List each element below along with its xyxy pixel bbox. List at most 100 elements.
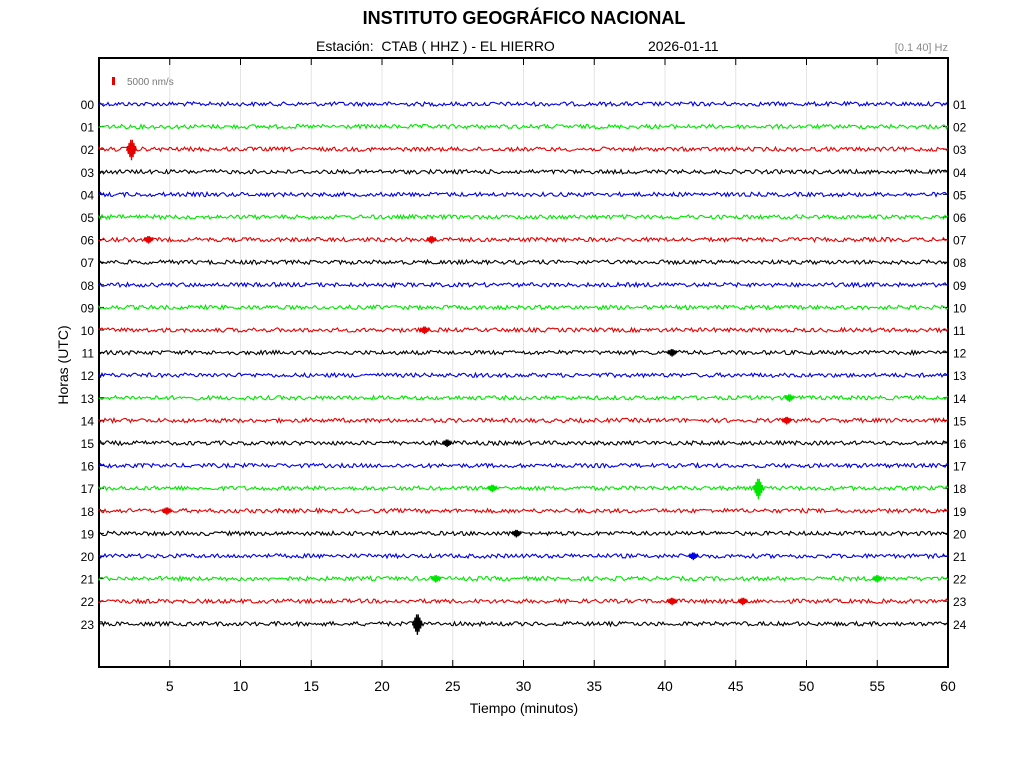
x-tick-label: 30 <box>516 678 532 694</box>
seismic-event-mark <box>419 326 430 335</box>
right-tick-label: 22 <box>953 573 967 587</box>
left-tick-label: 11 <box>82 347 95 361</box>
x-tick-label: 40 <box>657 678 673 694</box>
trace-hour-13 <box>98 394 949 402</box>
trace-hour-08 <box>98 281 949 289</box>
trace-hour-01 <box>98 123 949 130</box>
left-tick-label: 20 <box>81 550 95 564</box>
right-tick-label: 07 <box>953 234 967 248</box>
trace-hour-12 <box>98 371 949 379</box>
left-tick-label: 17 <box>81 482 95 496</box>
left-tick-label: 23 <box>81 618 95 632</box>
right-tick-label: 10 <box>953 301 967 315</box>
left-tick-label: 09 <box>81 301 95 315</box>
left-tick-label: 05 <box>81 211 95 225</box>
trace-hour-05 <box>98 213 949 221</box>
trace-hour-19 <box>98 529 949 537</box>
trace-hour-20 <box>98 552 949 560</box>
left-tick-label: 04 <box>81 188 95 202</box>
x-tick-label: 60 <box>940 678 956 694</box>
seismic-event-mark <box>784 394 795 402</box>
left-tick-label: 10 <box>81 324 95 338</box>
seismic-event-mark <box>511 529 522 538</box>
trace-hour-06 <box>98 236 949 244</box>
right-tick-label: 24 <box>953 618 967 632</box>
right-tick-label: 19 <box>953 505 967 519</box>
scale-label: 5000 nm/s <box>127 77 174 88</box>
left-tick-label: 08 <box>81 279 95 293</box>
trace-hour-16 <box>98 461 949 469</box>
right-tick-label: 04 <box>953 166 967 180</box>
trace-hour-07 <box>98 258 949 266</box>
x-tick-label: 10 <box>233 678 249 694</box>
seismic-event-mark <box>666 349 678 357</box>
seismic-event-mark <box>737 597 749 606</box>
seismic-event-mark <box>687 552 699 561</box>
right-tick-label: 11 <box>953 324 966 338</box>
right-tick-label: 03 <box>953 143 967 157</box>
right-tick-label: 18 <box>953 482 967 496</box>
x-tick-label: 55 <box>869 678 885 694</box>
station-label: Estación: CTAB ( HHZ ) - EL HIERRO <box>316 38 555 54</box>
seismic-event-mark <box>666 597 678 606</box>
right-tick-label: 15 <box>953 414 967 428</box>
left-tick-label: 18 <box>81 505 95 519</box>
left-tick-label: 07 <box>81 256 95 270</box>
seismic-event-mark <box>126 139 137 161</box>
x-tick-label: 35 <box>586 678 602 694</box>
trace-hour-02 <box>98 145 949 153</box>
trace-hour-03 <box>98 168 949 176</box>
trace-hour-23 <box>98 620 949 628</box>
seismic-event-mark <box>752 478 764 500</box>
left-tick-label: 14 <box>81 414 95 428</box>
right-tick-label: 06 <box>953 211 967 225</box>
right-tick-label: 02 <box>953 121 967 135</box>
left-tick-label: 12 <box>81 369 95 383</box>
trace-hour-21 <box>98 575 949 583</box>
seismic-event-mark <box>487 484 498 493</box>
y-axis-label: Horas (UTC) <box>55 325 71 405</box>
right-tick-label: 21 <box>953 550 967 564</box>
left-tick-label: 13 <box>81 392 95 406</box>
right-tick-label: 08 <box>953 256 967 270</box>
seismic-event-mark <box>143 236 154 244</box>
left-tick-label: 15 <box>81 437 95 451</box>
trace-hour-14 <box>98 416 949 424</box>
left-tick-label: 01 <box>81 121 95 135</box>
seismic-event-mark <box>411 614 423 635</box>
trace-hour-17 <box>98 484 949 492</box>
x-tick-label: 50 <box>799 678 815 694</box>
station-row: Estación: CTAB ( HHZ ) - EL HIERRO 2026-… <box>0 38 1024 58</box>
right-tick-label: 13 <box>953 369 967 383</box>
seismic-event-mark <box>871 575 883 583</box>
seismic-event-mark <box>426 236 437 244</box>
trace-hour-10 <box>98 326 949 334</box>
trace-hour-15 <box>98 439 949 447</box>
trace-hour-00 <box>98 100 949 108</box>
right-tick-label: 05 <box>953 188 967 202</box>
left-tick-label: 00 <box>81 98 95 112</box>
x-tick-label: 25 <box>445 678 461 694</box>
right-tick-label: 14 <box>953 392 967 406</box>
x-tick-label: 15 <box>303 678 319 694</box>
left-tick-label: 06 <box>81 234 95 248</box>
seismic-event-mark <box>781 416 793 425</box>
x-axis-label: Tiempo (minutos) <box>469 700 579 716</box>
trace-hour-04 <box>98 190 949 198</box>
right-tick-label: 09 <box>953 279 967 293</box>
scale-marker <box>112 77 115 85</box>
right-tick-label: 16 <box>953 437 967 451</box>
right-tick-label: 17 <box>953 460 967 474</box>
trace-hour-09 <box>98 303 949 311</box>
chart-title: INSTITUTO GEOGRÁFICO NACIONAL <box>362 8 686 28</box>
right-tick-label: 12 <box>953 347 967 361</box>
trace-hour-11 <box>98 349 949 357</box>
x-tick-label: 45 <box>728 678 744 694</box>
left-tick-label: 21 <box>81 573 95 587</box>
right-tick-label: 01 <box>953 98 967 112</box>
trace-hour-22 <box>98 597 949 605</box>
left-tick-label: 16 <box>81 460 95 474</box>
x-tick-label: 5 <box>166 678 174 694</box>
seismic-event-mark <box>441 439 453 448</box>
